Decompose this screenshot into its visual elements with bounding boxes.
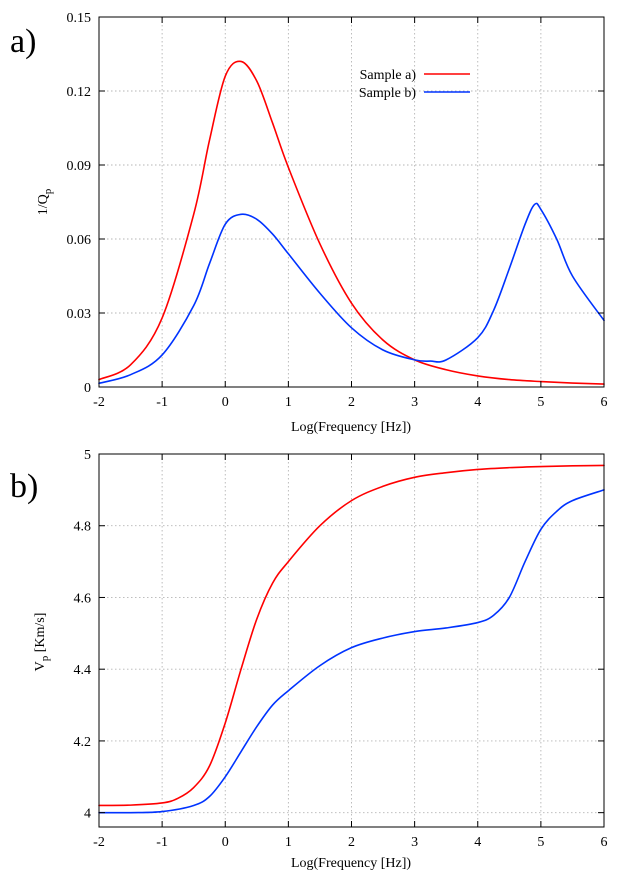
panel-b-y-tick-label: 4.4	[74, 663, 92, 678]
panel-a-y-axis-label: 1/Qp	[36, 188, 54, 215]
panel-b-y-tick-label: 4	[84, 807, 91, 822]
panel-a-series	[98, 60, 605, 385]
panel-a-y-tick-label: 0.12	[67, 85, 92, 100]
panel-a-x-tick-label: 4	[474, 395, 481, 410]
panel-b-x-tick-label: 5	[537, 835, 544, 850]
panel-a-line-sample-b	[98, 202, 605, 385]
panel-a: a) -2 -1 0 1 2 3 4 5 6 0 0.03 0.06 0.09 0.12 0.15 Log(…	[10, 11, 608, 435]
panel-a-label: a)	[10, 23, 36, 60]
panel-b-line-series-blue	[98, 489, 605, 814]
panel-a-x-tick-label: 5	[537, 395, 544, 410]
panel-b-x-tick-label: 4	[474, 835, 481, 850]
panel-b-x-tick-label: 6	[601, 835, 608, 850]
panel-b-y-tick-label: 5	[84, 448, 91, 463]
panel-a-line-sample-a	[98, 60, 605, 385]
panel-a-x-axis-label: Log(Frequency [Hz])	[291, 420, 411, 435]
panel-a-y-tick-label: 0	[84, 381, 91, 396]
panel-b-y-axis-label: Vp [Km/s]	[33, 613, 51, 672]
legend: Sample a) Sample b)	[359, 68, 470, 101]
panel-b-y-tick-label: 4.6	[74, 591, 92, 606]
panel-b-x-tick-label: 3	[411, 835, 418, 850]
panel-b-x-tick-label: 0	[222, 835, 229, 850]
panel-b-label: b)	[10, 468, 38, 505]
panel-a-x-tick-label: -1	[156, 395, 168, 410]
panel-b-y-tick-label: 4.8	[74, 520, 92, 535]
panel-b-line-series-red	[98, 464, 605, 807]
panel-a-x-tick-label: 6	[601, 395, 608, 410]
panel-b-y-tick-label: 4.2	[74, 735, 92, 750]
panel-b-x-axis-label: Log(Frequency [Hz])	[291, 856, 411, 871]
panel-a-x-tick-label: 0	[222, 395, 229, 410]
panel-a-grid	[99, 17, 604, 387]
panel-b-x-tick-label: 1	[285, 835, 292, 850]
panel-a-x-tick-label: 2	[348, 395, 355, 410]
panel-a-ticks: -2 -1 0 1 2 3 4 5 6 0 0.03 0.06 0.09 0.12 0.15	[67, 11, 608, 410]
panel-a-x-tick-label: 1	[285, 395, 292, 410]
panel-b-ticks: -2 -1 0 1 2 3 4 5 6 4 4.2 4.4 4.6 4.8 5	[74, 448, 608, 850]
panel-a-x-tick-label: 3	[411, 395, 418, 410]
panel-a-y-tick-label: 0.09	[67, 159, 92, 174]
panel-b-x-tick-label: -2	[93, 835, 105, 850]
panel-b-series	[98, 464, 605, 814]
legend-label-sample-b: Sample b)	[359, 86, 416, 101]
panel-a-y-tick-label: 0.15	[67, 11, 92, 26]
panel-a-x-tick-label: -2	[93, 395, 105, 410]
panel-b: b) -2 -1 0 1 2 3 4 5 6 4 4.2 4.4 4.6 4.8 5 Log(Frequen…	[10, 448, 608, 871]
panel-b-x-tick-label: -1	[156, 835, 168, 850]
legend-label-sample-a: Sample a)	[360, 68, 417, 83]
panel-b-grid	[99, 454, 604, 827]
panel-a-y-tick-label: 0.06	[67, 233, 92, 248]
panel-a-y-tick-label: 0.03	[67, 307, 92, 322]
panel-b-x-tick-label: 2	[348, 835, 355, 850]
